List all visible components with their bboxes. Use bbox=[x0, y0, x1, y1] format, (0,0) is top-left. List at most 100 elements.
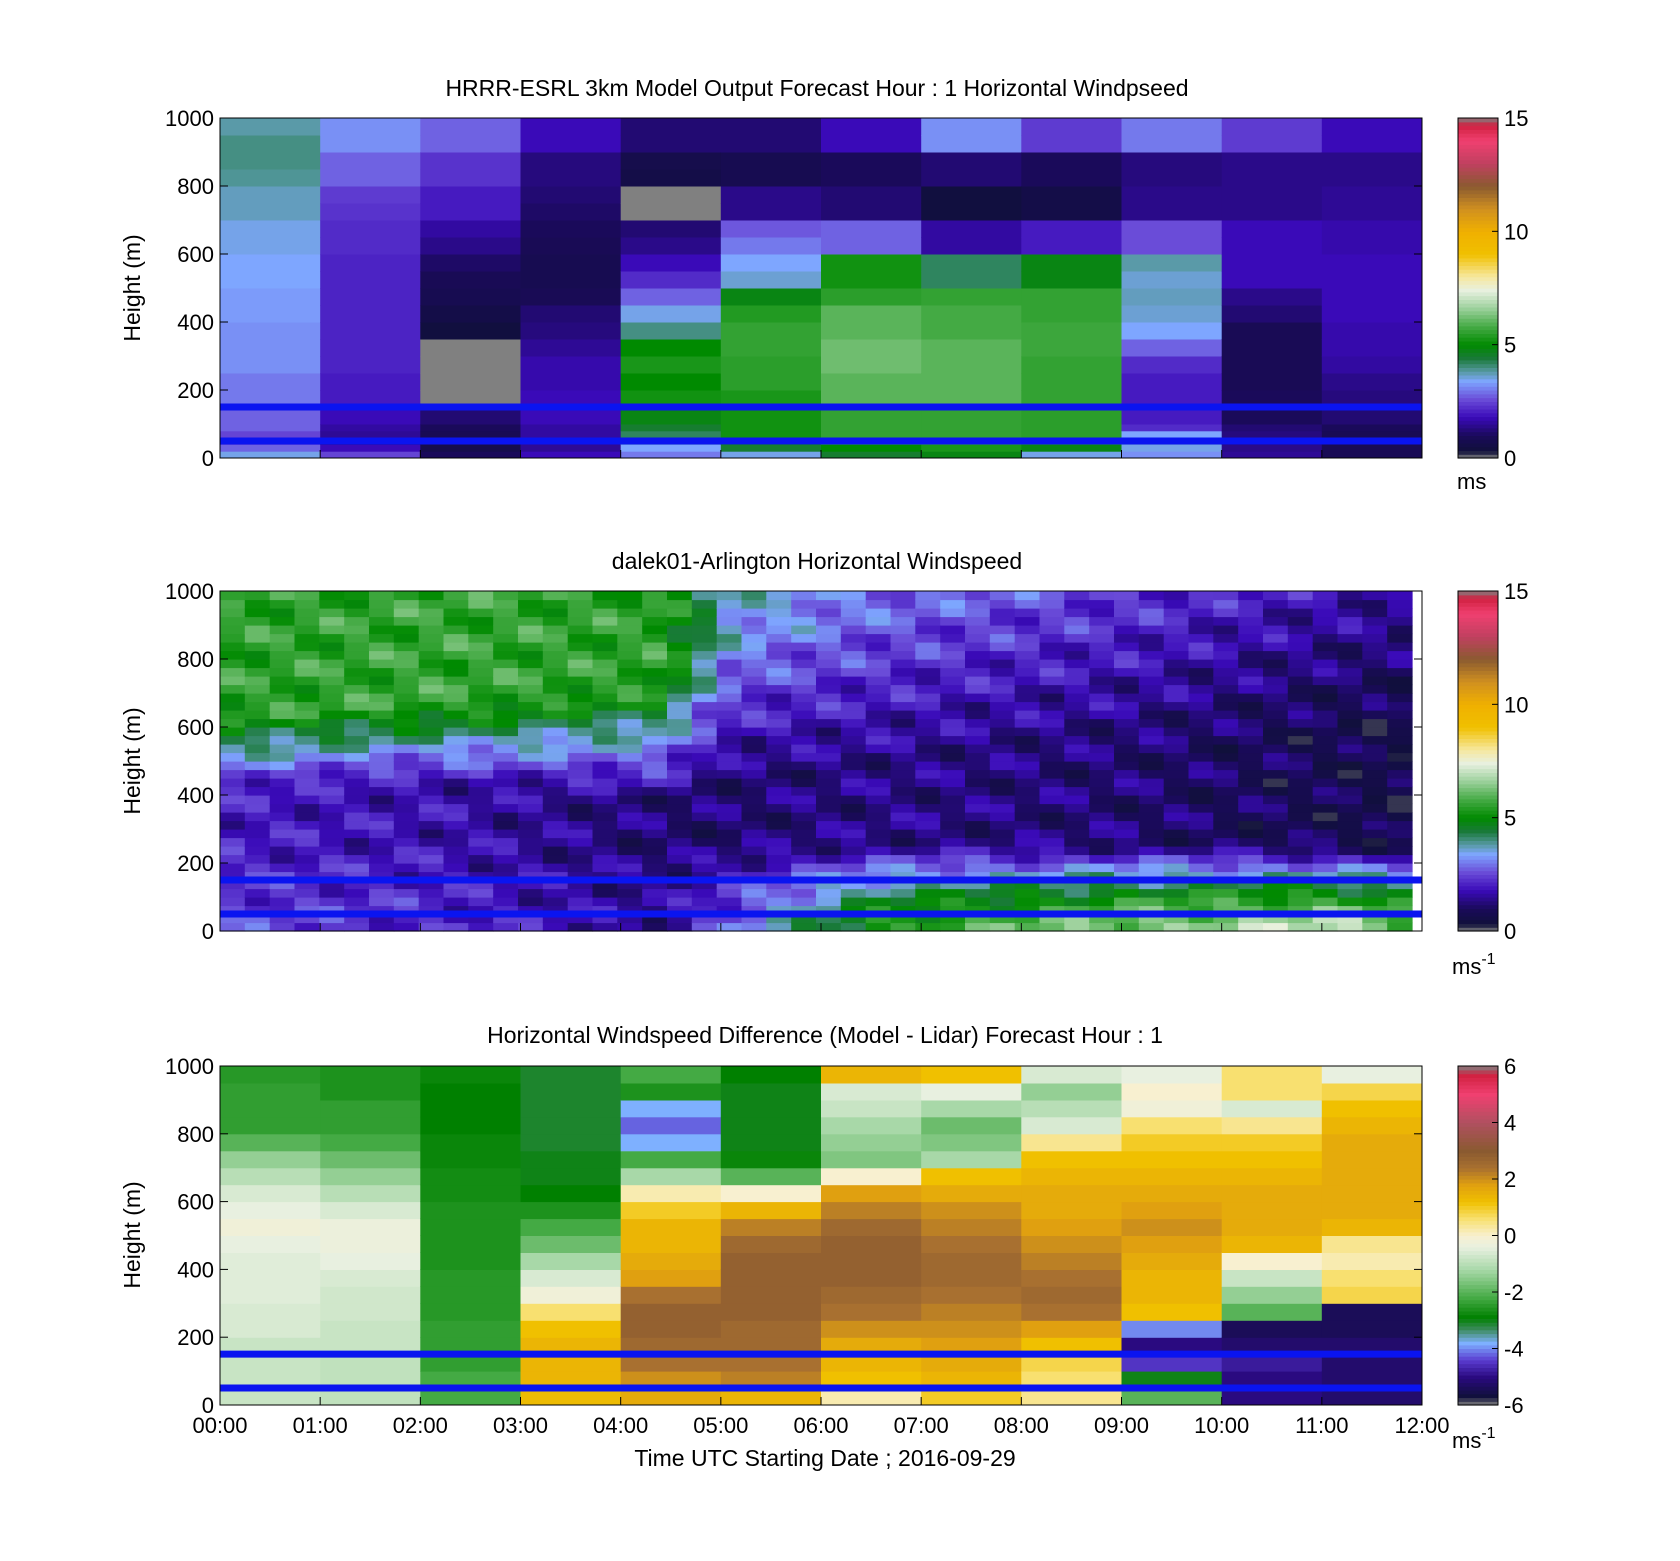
colorbar-swatch bbox=[1458, 829, 1498, 834]
heatmap-cell bbox=[418, 769, 445, 779]
heatmap-cell bbox=[716, 727, 743, 737]
heatmap-cell bbox=[617, 812, 643, 822]
heatmap-cell bbox=[418, 693, 445, 703]
heatmap-cell bbox=[1021, 339, 1122, 357]
heatmap-cell bbox=[1362, 786, 1388, 796]
colorbar-swatch bbox=[1458, 674, 1498, 679]
heatmap-cell bbox=[220, 407, 321, 425]
heatmap-cell bbox=[220, 373, 321, 391]
heatmap-cell bbox=[1188, 820, 1214, 830]
heatmap-cell bbox=[369, 744, 395, 754]
heatmap-cell bbox=[617, 880, 643, 890]
heatmap-cell bbox=[965, 846, 991, 856]
heatmap-cell bbox=[520, 186, 622, 204]
x-ticks bbox=[219, 923, 1423, 931]
heatmap-cell bbox=[520, 1083, 622, 1101]
heatmap-cell bbox=[816, 914, 842, 924]
heatmap-cell bbox=[344, 812, 370, 822]
heatmap-cell bbox=[821, 430, 922, 439]
heatmap-cell bbox=[1114, 633, 1140, 643]
heatmap-cell bbox=[1114, 616, 1140, 626]
heatmap-cell bbox=[344, 888, 370, 898]
heatmap-cell bbox=[420, 1235, 521, 1253]
heatmap-cell bbox=[320, 1133, 421, 1152]
colorbar-tick-label: 0 bbox=[1504, 919, 1516, 944]
heatmap-cell bbox=[766, 710, 792, 720]
heatmap-cell bbox=[1213, 667, 1239, 677]
colorbar-swatch bbox=[1458, 1344, 1498, 1350]
heatmap-cell bbox=[816, 786, 842, 796]
heatmap-cell bbox=[520, 288, 622, 306]
colorbar-swatch bbox=[1458, 359, 1498, 365]
heatmap-cell bbox=[1114, 591, 1140, 601]
heatmap-cell bbox=[667, 625, 693, 635]
colorbar-swatch bbox=[1458, 1224, 1498, 1229]
heatmap-cell bbox=[369, 786, 395, 796]
heatmap-cell bbox=[1163, 667, 1190, 677]
colorbar-tick-label: 6 bbox=[1504, 1054, 1516, 1079]
y-tick-label: 1000 bbox=[165, 106, 214, 131]
heatmap-cell bbox=[393, 735, 420, 745]
heatmap-cell bbox=[1114, 727, 1140, 737]
heatmap-cell bbox=[1021, 1201, 1122, 1220]
heatmap-cell bbox=[518, 795, 544, 805]
heatmap-cell bbox=[921, 1286, 1022, 1304]
heatmap-cell bbox=[617, 667, 643, 677]
heatmap-cell bbox=[418, 659, 445, 669]
colorbar-swatch bbox=[1458, 174, 1498, 180]
heatmap-cell bbox=[691, 642, 718, 652]
x-tick-label: 12:00 bbox=[1394, 1413, 1449, 1438]
heatmap-cell bbox=[220, 591, 246, 601]
heatmap-cell bbox=[319, 897, 345, 907]
heatmap-cell bbox=[1021, 1116, 1122, 1135]
heatmap-cell bbox=[220, 390, 321, 408]
heatmap-cell bbox=[592, 752, 618, 762]
heatmap-cell bbox=[865, 863, 892, 873]
heatmap-cell bbox=[320, 1320, 421, 1338]
heatmap-cell bbox=[766, 871, 792, 881]
heatmap-cell bbox=[791, 718, 817, 728]
heatmap-cell bbox=[567, 854, 594, 864]
heatmap-cell bbox=[1238, 795, 1264, 805]
heatmap-cell bbox=[1337, 854, 1363, 864]
heatmap-cell bbox=[1362, 795, 1388, 805]
heatmap-cell bbox=[1021, 1184, 1122, 1203]
heatmap-cell bbox=[1287, 735, 1314, 745]
heatmap-cell bbox=[1221, 203, 1323, 221]
heatmap-cell bbox=[965, 803, 991, 813]
heatmap-cell bbox=[1287, 897, 1314, 907]
heatmap-cell bbox=[617, 599, 643, 609]
colorbar-swatch bbox=[1458, 1288, 1498, 1293]
heatmap-cell bbox=[965, 676, 991, 686]
heatmap-cell bbox=[518, 718, 544, 728]
heatmap-cell bbox=[1238, 829, 1264, 839]
heatmap-cell bbox=[294, 914, 320, 924]
colorbar-swatch bbox=[1458, 636, 1498, 641]
heatmap-cell bbox=[766, 599, 792, 609]
heatmap-cell bbox=[989, 642, 1016, 652]
heatmap-cell bbox=[393, 803, 420, 813]
heatmap-cell bbox=[1337, 914, 1363, 924]
heatmap-cell bbox=[1064, 803, 1090, 813]
colorbar-swatch bbox=[1458, 152, 1498, 157]
colorbar-swatch bbox=[1458, 640, 1498, 645]
heatmap-cell bbox=[542, 599, 569, 609]
heatmap-cell bbox=[420, 1184, 521, 1203]
heatmap-cell bbox=[821, 1303, 922, 1321]
heatmap-cell bbox=[520, 424, 622, 432]
heatmap-cell bbox=[369, 761, 395, 771]
heatmap-cell bbox=[542, 701, 569, 711]
heatmap-cell bbox=[269, 905, 296, 915]
heatmap-cell bbox=[1064, 761, 1090, 771]
heatmap-cell bbox=[791, 786, 817, 796]
colorbar-swatch bbox=[1458, 1133, 1498, 1139]
heatmap-cell bbox=[1387, 812, 1413, 822]
heatmap-cell bbox=[220, 203, 321, 221]
heatmap-cell bbox=[493, 650, 519, 660]
heatmap-cell bbox=[520, 1235, 622, 1253]
colorbar-swatch bbox=[1458, 602, 1498, 607]
heatmap-cell bbox=[1238, 642, 1264, 652]
heatmap-cell bbox=[620, 1388, 722, 1406]
heatmap-cell bbox=[691, 829, 718, 839]
